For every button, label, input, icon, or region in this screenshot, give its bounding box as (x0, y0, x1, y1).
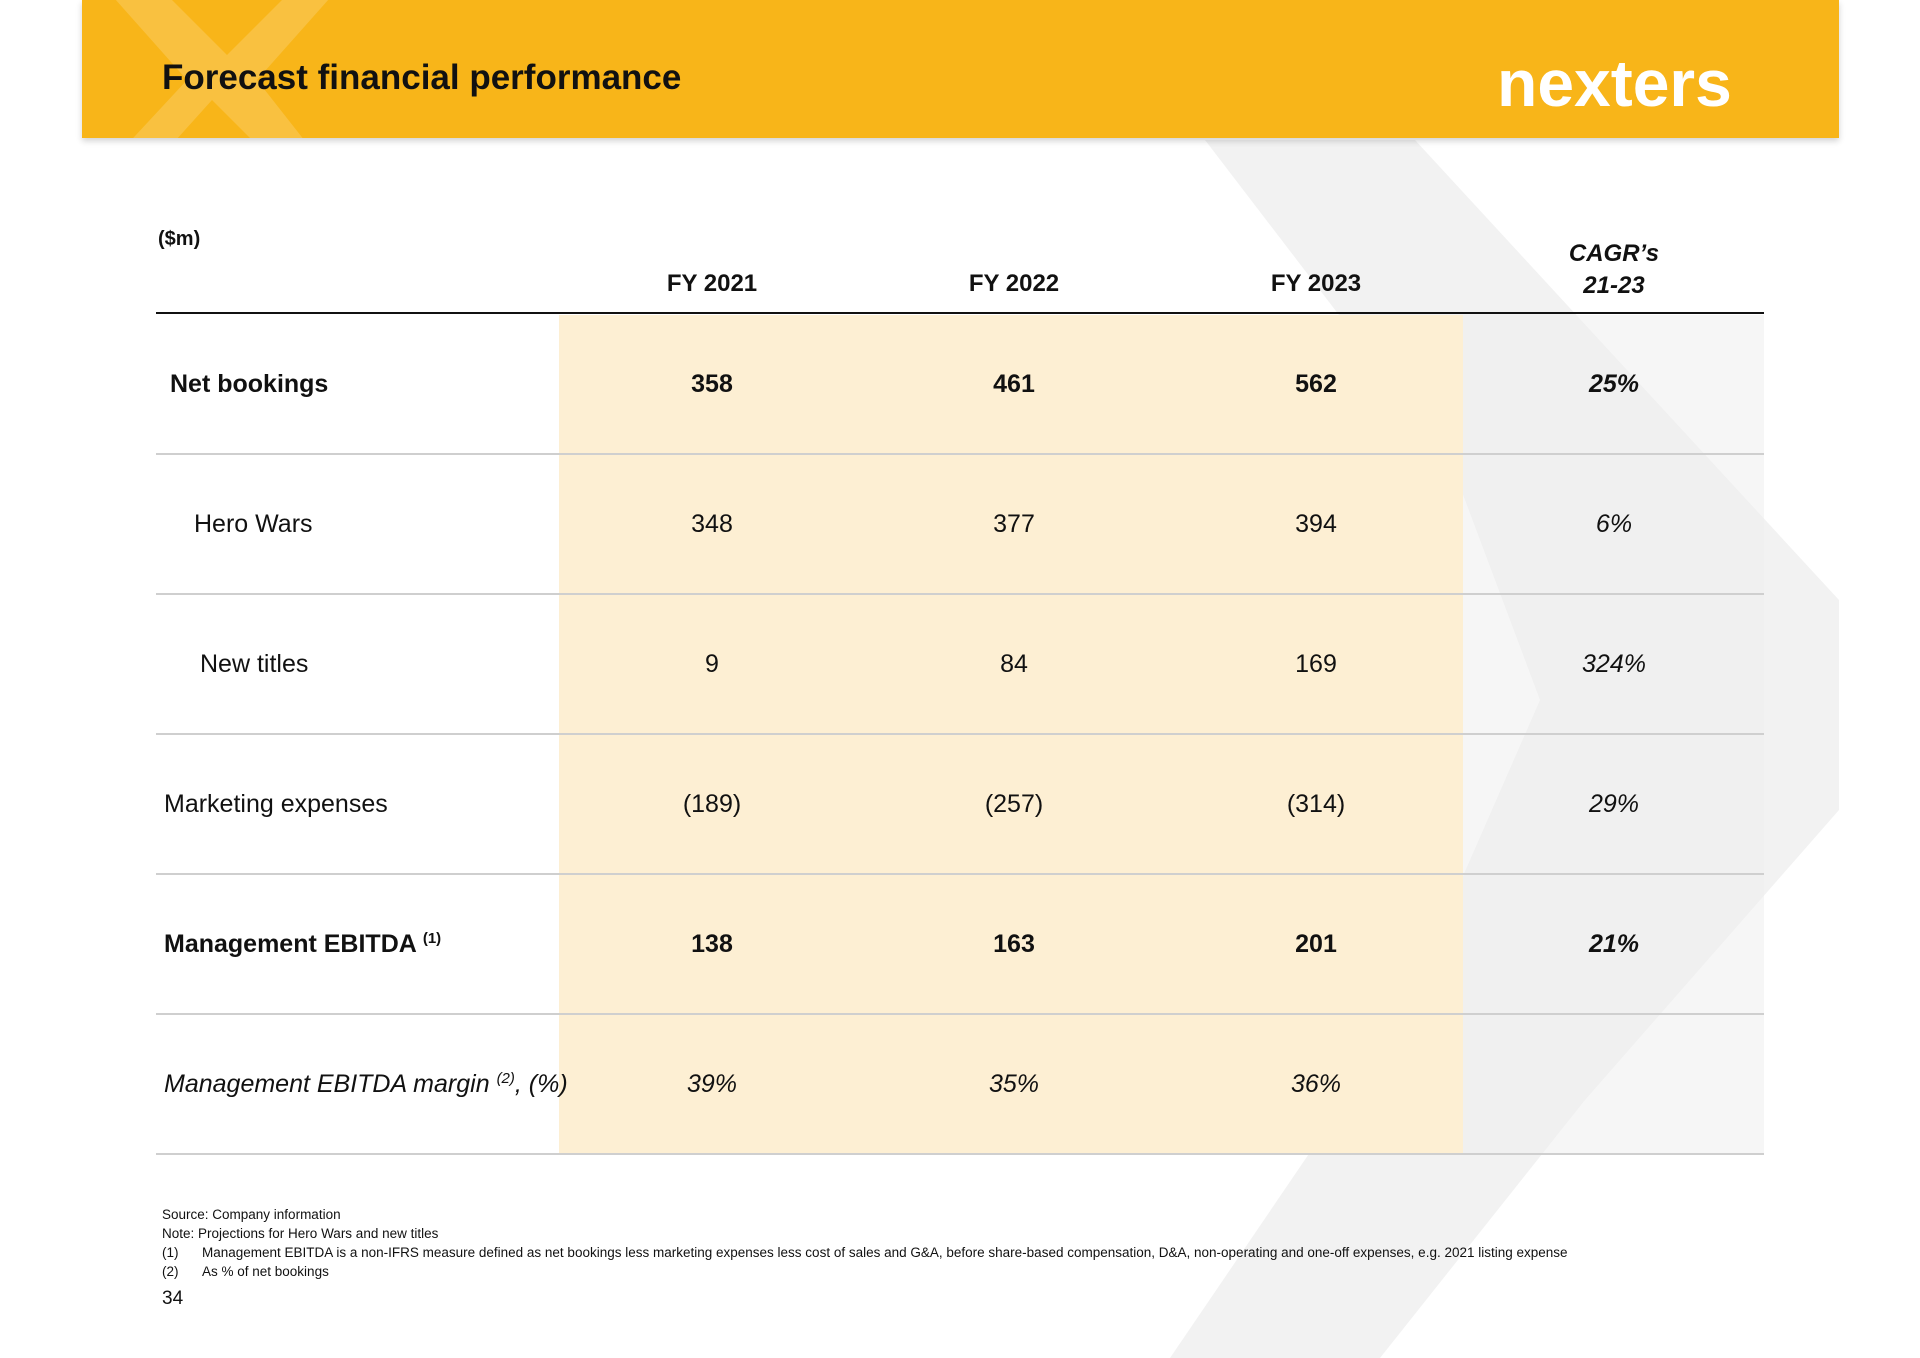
row-label: Management EBITDA margin (164, 1070, 490, 1098)
cell-fy2023: 201 (1295, 930, 1337, 958)
nexters-logo: nexters (1497, 46, 1732, 120)
cell-fy2023: (314) (1286, 790, 1346, 818)
cell-fy2021: 9 (705, 650, 719, 678)
cell-fy2021: (189) (682, 790, 742, 818)
page-number: 34 (162, 1288, 184, 1309)
cell-fy2022: 461 (993, 370, 1035, 398)
cell-cagr: 324% (1582, 650, 1646, 678)
cell-fy2023: 36% (1290, 1070, 1342, 1098)
cell-fy2022: 377 (993, 510, 1035, 538)
footnote-ref: (1) (422, 930, 442, 947)
cell-fy2021: 39% (686, 1070, 738, 1098)
row-label: Marketing expenses (164, 790, 388, 818)
table-row-management-ebitda: Management EBITDA (1) 138 163 201 21% (156, 875, 1764, 1015)
row-divider (156, 453, 1764, 455)
forecast-columns-highlight (559, 315, 1463, 1155)
column-header-fy2023: FY 2023 (1270, 270, 1362, 297)
footnote-2: (2) As % of net bookings (162, 1262, 1568, 1281)
cell-cagr (1514, 1015, 1714, 1153)
cell-fy2021: 348 (691, 510, 733, 538)
cell-fy2021: 138 (691, 930, 733, 958)
table-row-ebitda-margin: Management EBITDA margin (2), (%) 39% 35… (156, 1015, 1764, 1155)
cell-fy2023: 169 (1295, 650, 1337, 678)
cell-cagr: 29% (1588, 790, 1640, 818)
row-divider (156, 1013, 1764, 1015)
row-label-container: Management EBITDA (1) (164, 875, 441, 1013)
cell-fy2022: 84 (1000, 650, 1028, 678)
page-title: Forecast financial performance (162, 58, 682, 97)
footnote-number: (2) (162, 1264, 179, 1279)
row-label: Management EBITDA (164, 930, 416, 958)
cell-fy2022: 35% (988, 1070, 1040, 1098)
row-divider (156, 593, 1764, 595)
row-label: Hero Wars (194, 510, 313, 538)
table-row-new-titles: New titles 9 84 169 324% (156, 595, 1764, 735)
projection-note: Note: Projections for Hero Wars and new … (162, 1226, 439, 1241)
source-note: Source: Company information (162, 1207, 341, 1222)
logo-wordmark: nexters (1497, 46, 1732, 120)
cell-cagr: 21% (1588, 930, 1640, 958)
cagr-column-highlight (1463, 315, 1764, 1155)
cagr-header-line-1: CAGR’s (1568, 240, 1660, 267)
cell-fy2022: 163 (993, 930, 1035, 958)
cell-fy2023: 562 (1295, 370, 1337, 398)
row-label: New titles (200, 650, 309, 678)
footnotes: Source: Company information Note: Projec… (162, 1205, 1568, 1281)
row-label-container: Management EBITDA margin (2), (%) (164, 1015, 568, 1153)
cell-fy2022: (257) (984, 790, 1044, 818)
cell-cagr: 6% (1595, 510, 1633, 538)
header-bar: Forecast financial performance nexters (82, 0, 1839, 138)
table-row-net-bookings: Net bookings 358 461 562 25% (156, 315, 1764, 455)
row-divider (156, 733, 1764, 735)
cell-fy2021: 358 (691, 370, 733, 398)
table-row-marketing-expenses: Marketing expenses (189) (257) (314) 29% (156, 735, 1764, 875)
cell-fy2023: 394 (1295, 510, 1337, 538)
column-header-cagr: CAGR’s 21-23 (1514, 238, 1714, 302)
table-row-hero-wars: Hero Wars 348 377 394 6% (156, 455, 1764, 595)
unit-label: ($m) (158, 228, 201, 250)
footnote-1: (1) Management EBITDA is a non-IFRS measu… (162, 1243, 1568, 1262)
cell-cagr: 25% (1588, 370, 1640, 398)
footnote-text: As % of net bookings (202, 1264, 329, 1279)
footnote-text: Management EBITDA is a non-IFRS measure … (202, 1245, 1568, 1260)
row-divider (156, 873, 1764, 875)
cagr-header-line-2: 21-23 (1583, 272, 1645, 299)
footnote-ref: (2) (496, 1070, 515, 1087)
header-watermark-icon (115, 0, 329, 138)
footnote-number: (1) (162, 1245, 179, 1260)
row-label: Net bookings (170, 370, 329, 398)
column-header-fy2022: FY 2022 (968, 270, 1060, 297)
row-label-suffix: , (%) (514, 1070, 568, 1098)
column-header-fy2021: FY 2021 (666, 270, 758, 297)
header-divider (156, 312, 1764, 314)
row-divider (156, 1153, 1764, 1155)
